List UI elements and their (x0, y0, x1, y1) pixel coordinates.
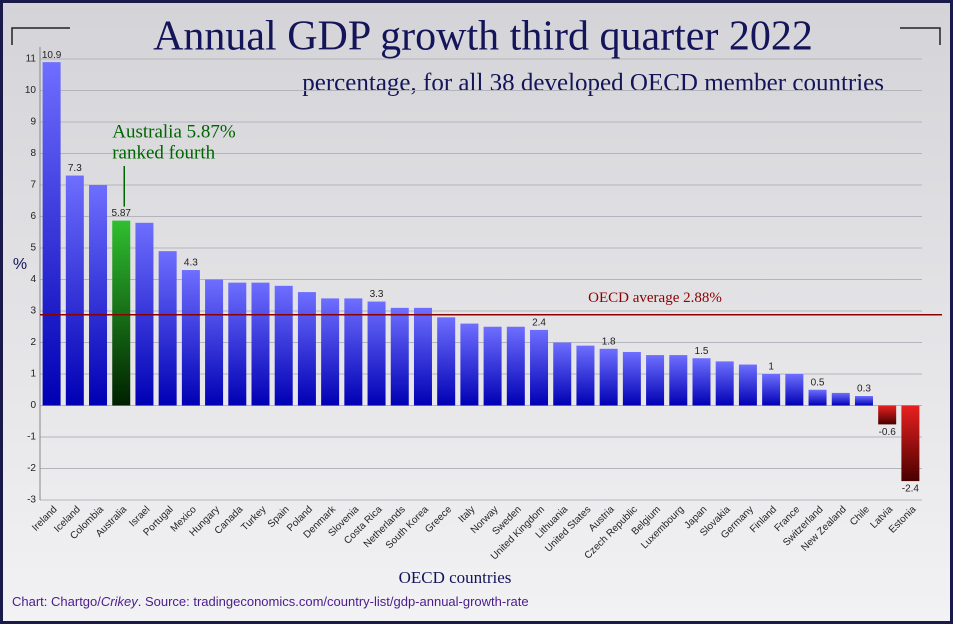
bar (785, 374, 804, 406)
bar (646, 355, 665, 406)
bar (251, 282, 270, 406)
bar (553, 342, 572, 406)
bar (576, 345, 595, 406)
bar (321, 298, 340, 406)
y-axis-label: % (13, 256, 27, 273)
source-part: . Source: tradingeconomics.com/country-l… (138, 594, 529, 609)
y-tick-label: -2 (27, 463, 36, 474)
reference-label: OECD average 2.88% (588, 290, 722, 306)
corner (900, 27, 941, 45)
y-tick-label: 6 (30, 211, 36, 222)
bar (437, 317, 456, 406)
bar (715, 361, 734, 406)
bar (530, 329, 549, 406)
value-label: 4.3 (184, 258, 198, 269)
value-label: 1.5 (695, 346, 709, 357)
y-tick-label: -1 (27, 432, 36, 443)
y-tick-label: 2 (30, 337, 36, 348)
y-tick-label: 4 (30, 274, 36, 285)
bar (344, 298, 363, 406)
bar (42, 62, 61, 406)
bar (228, 282, 247, 406)
value-label: -2.4 (902, 484, 920, 495)
y-tick-label: 3 (30, 306, 36, 317)
source-part: Crikey (101, 594, 139, 609)
value-label: 1 (768, 362, 774, 373)
bar (112, 220, 131, 406)
bar (483, 326, 502, 406)
y-tick-label: 11 (26, 54, 37, 65)
y-tick-label: 9 (30, 117, 36, 128)
value-label: -0.6 (879, 427, 897, 438)
value-label: 0.3 (857, 384, 871, 395)
bar (274, 285, 293, 406)
bar (297, 292, 316, 406)
bar (205, 279, 224, 406)
chart-subtitle: percentage, for all 38 developed OECD me… (302, 70, 884, 97)
corner (11, 27, 70, 45)
bar (878, 405, 897, 425)
bar (901, 405, 920, 482)
chart-title: Annual GDP growth third quarter 2022 (153, 14, 813, 60)
y-tick-label: 8 (30, 148, 36, 159)
bar (599, 348, 618, 406)
bar (854, 396, 873, 406)
bar (506, 326, 525, 406)
bar (181, 270, 200, 406)
source-part: Chart: Chartgo/ (12, 594, 101, 609)
bar (808, 389, 827, 406)
bar (460, 323, 479, 406)
bar (831, 392, 850, 406)
value-label: 1.8 (602, 336, 616, 347)
bar (669, 355, 688, 406)
y-tick-label: 5 (30, 243, 36, 254)
value-label: 5.87 (112, 208, 132, 219)
bar (89, 185, 108, 406)
value-label: 10.9 (42, 50, 62, 61)
y-tick-label: 1 (30, 369, 36, 380)
bar (158, 251, 177, 406)
bar (413, 307, 432, 406)
value-label: 2.4 (532, 318, 546, 329)
y-tick-label: -3 (27, 495, 36, 506)
bar (762, 374, 781, 406)
y-tick-label: 7 (30, 180, 36, 191)
value-label: 7.3 (68, 163, 82, 174)
value-label: 0.5 (811, 377, 825, 388)
annotation: ranked fourth (112, 142, 215, 163)
bar (65, 175, 84, 406)
source: Chart: Chartgo/Crikey. Source: tradingec… (12, 594, 529, 609)
y-tick-label: 0 (30, 400, 36, 411)
bar (390, 307, 409, 406)
y-tick-label: 10 (25, 85, 37, 96)
bar (692, 358, 711, 406)
annotation: Australia 5.87% (112, 121, 236, 142)
bar (622, 351, 641, 406)
value-label: 3.3 (370, 289, 384, 300)
bar (738, 364, 757, 406)
bar (367, 301, 386, 406)
x-axis-label: OECD countries (399, 568, 512, 587)
